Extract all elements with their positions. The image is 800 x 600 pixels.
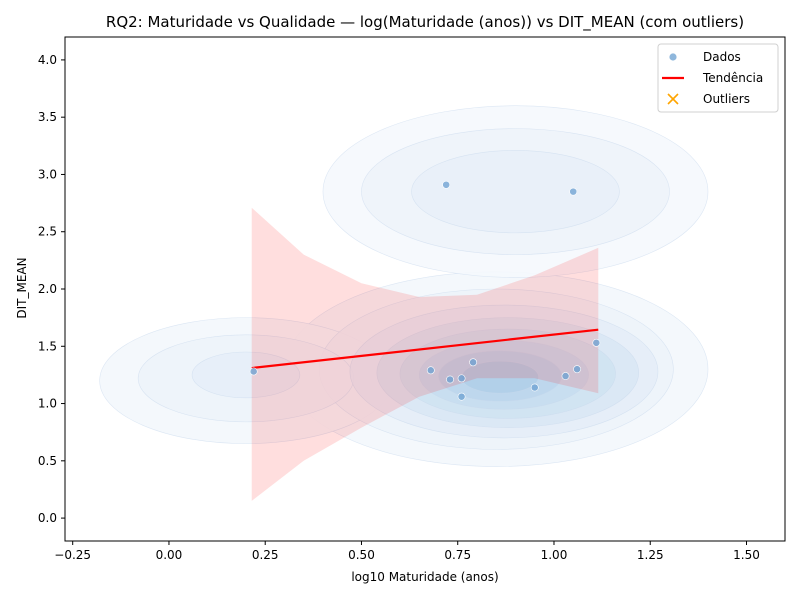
- x-tick-label-0: −0.25: [54, 548, 91, 562]
- data-point-7: [530, 383, 539, 392]
- trend-confidence-band: [251, 207, 599, 501]
- y-tick-label-6: 3.0: [38, 167, 57, 181]
- legend-marker-dados: [669, 53, 677, 61]
- y-tick-label-4: 2.0: [38, 282, 57, 296]
- y-tick-label-2: 1.0: [38, 397, 57, 411]
- x-tick-label-3: 0.50: [348, 548, 375, 562]
- x-tick-label-4: 0.75: [444, 548, 471, 562]
- legend-label-0: Dados: [703, 50, 741, 64]
- data-point-3: [446, 375, 454, 384]
- y-tick-label-1: 0.5: [38, 454, 57, 468]
- density-contour-8: [191, 351, 301, 399]
- y-tick-label-8: 4.0: [38, 53, 57, 67]
- x-tick-label-2: 0.25: [252, 548, 279, 562]
- y-tick-label-7: 3.5: [38, 110, 57, 124]
- data-point-5: [457, 392, 466, 401]
- x-tick-label-7: 1.50: [733, 548, 760, 562]
- data-point-6: [469, 358, 478, 367]
- confidence-band: [251, 207, 599, 501]
- legend-label-2: Outliers: [703, 92, 750, 106]
- density-contour-7: [411, 150, 620, 234]
- legend: Dados Tendência Outliers: [657, 43, 779, 113]
- density-contours: [99, 105, 709, 467]
- data-point-2: [442, 180, 451, 189]
- y-tick-label-0: 0.0: [38, 511, 57, 525]
- data-point-9: [569, 187, 578, 196]
- data-point-1: [426, 366, 435, 375]
- chart-title: RQ2: Maturidade vs Qualidade — log(Matur…: [106, 13, 744, 32]
- data-point-8: [561, 372, 570, 380]
- axes: [61, 36, 786, 545]
- y-tick-label-3: 1.5: [38, 339, 57, 353]
- data-point-0: [249, 367, 258, 376]
- y-axis-label: DIT_MEAN: [15, 257, 29, 318]
- data-points: [249, 180, 601, 401]
- x-tick-label-5: 1.00: [541, 548, 568, 562]
- legend-marker-outliers-b: [667, 93, 679, 105]
- data-point-4: [457, 374, 466, 383]
- trend-line-group: [251, 328, 599, 370]
- legend-box: [657, 43, 779, 113]
- x-axis-label: log10 Maturidade (anos): [351, 570, 498, 584]
- data-point-10: [573, 365, 581, 374]
- legend-label-1: Tendência: [702, 71, 763, 85]
- data-point-11: [592, 338, 601, 347]
- y-tick-label-5: 2.5: [38, 225, 57, 239]
- trend-line: [251, 328, 599, 370]
- x-tick-label-6: 1.25: [637, 548, 664, 562]
- x-tick-label-1: 0.00: [156, 548, 183, 562]
- tick-labels: −0.25 0.00 0.25 0.50 0.75 1.00 1.25 1.50 0.0 0.5 1…: [38, 53, 760, 562]
